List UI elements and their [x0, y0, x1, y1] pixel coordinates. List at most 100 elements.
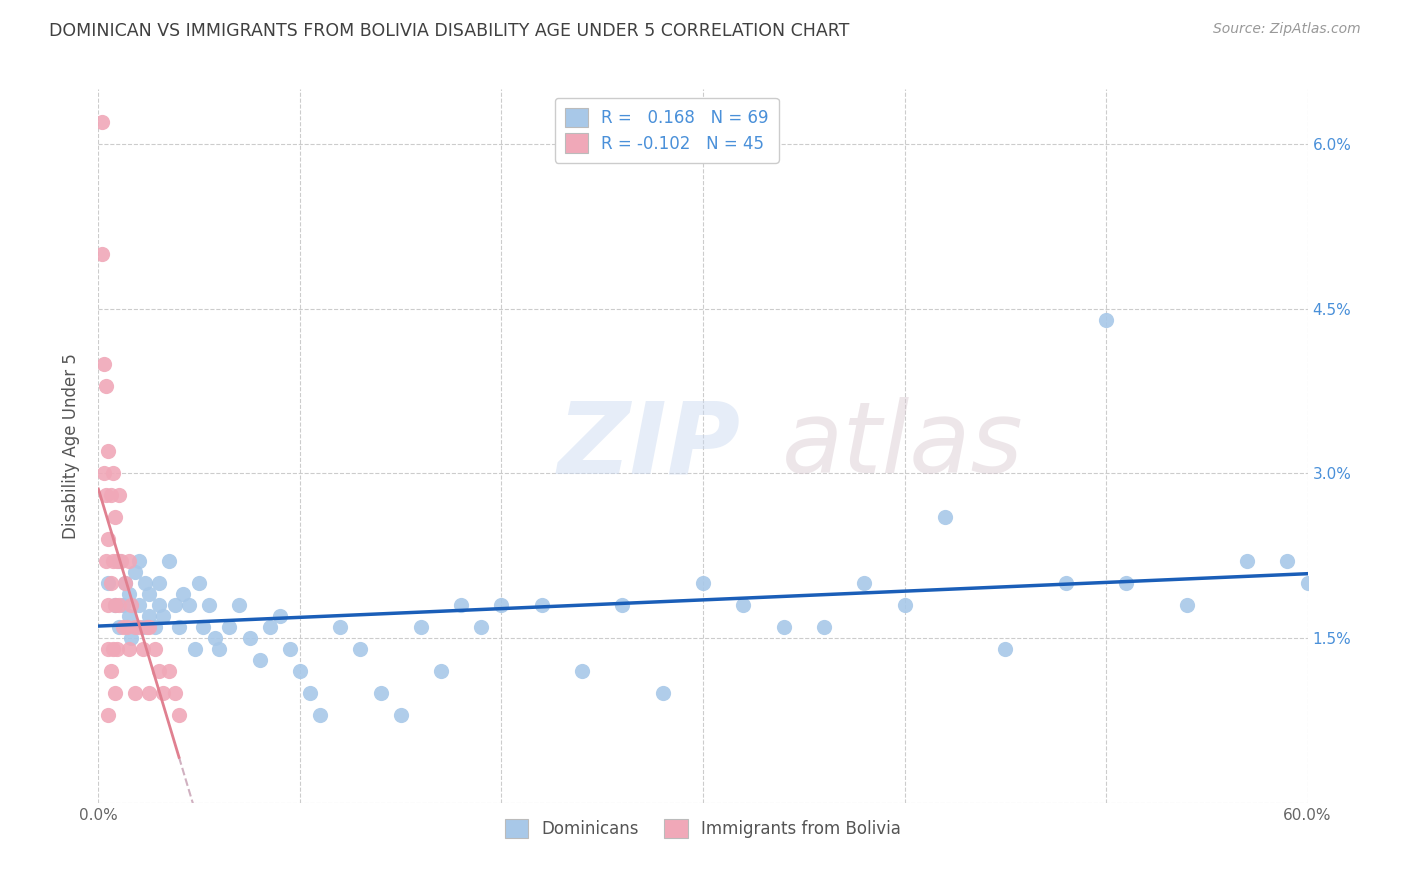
Point	[97, 642, 120, 657]
Point	[132, 642, 155, 657]
Point	[349, 642, 371, 657]
Point	[114, 576, 136, 591]
Point	[97, 598, 120, 612]
Point	[204, 631, 226, 645]
Point	[148, 576, 170, 591]
Point	[124, 566, 146, 580]
Point	[101, 554, 124, 568]
Point	[97, 708, 120, 723]
Point	[157, 664, 180, 678]
Point	[188, 576, 211, 591]
Y-axis label: Disability Age Under 5: Disability Age Under 5	[62, 353, 80, 539]
Point	[329, 620, 352, 634]
Point	[118, 587, 141, 601]
Point	[118, 554, 141, 568]
Point	[124, 620, 146, 634]
Point	[470, 620, 492, 634]
Point	[1095, 312, 1118, 326]
Point	[107, 620, 129, 634]
Point	[269, 609, 291, 624]
Point	[138, 686, 160, 700]
Point	[239, 631, 262, 645]
Point	[118, 609, 141, 624]
Point	[193, 620, 215, 634]
Text: Source: ZipAtlas.com: Source: ZipAtlas.com	[1213, 22, 1361, 37]
Point	[163, 598, 186, 612]
Point	[893, 598, 915, 612]
Point	[184, 642, 207, 657]
Point	[97, 576, 120, 591]
Point	[110, 554, 132, 568]
Point	[530, 598, 553, 612]
Point	[103, 510, 125, 524]
Point	[198, 598, 221, 612]
Point	[389, 708, 412, 723]
Point	[97, 444, 120, 458]
Point	[138, 620, 160, 634]
Point	[111, 620, 134, 634]
Point	[409, 620, 432, 634]
Point	[228, 598, 250, 612]
Point	[299, 686, 322, 700]
Point	[491, 598, 513, 612]
Point	[1296, 576, 1319, 591]
Point	[115, 620, 138, 634]
Point	[167, 708, 190, 723]
Point	[105, 554, 128, 568]
Point	[259, 620, 281, 634]
Point	[143, 620, 166, 634]
Point	[101, 642, 124, 657]
Point	[124, 686, 146, 700]
Point	[100, 576, 122, 591]
Point	[152, 609, 174, 624]
Point	[1115, 576, 1137, 591]
Point	[96, 554, 118, 568]
Point	[91, 247, 114, 261]
Point	[93, 357, 115, 371]
Point	[370, 686, 392, 700]
Point	[450, 598, 472, 612]
Point	[813, 620, 835, 634]
Point	[309, 708, 332, 723]
Point	[733, 598, 755, 612]
Point	[157, 554, 180, 568]
Point	[430, 664, 453, 678]
Point	[571, 664, 593, 678]
Point	[135, 620, 157, 634]
Point	[96, 378, 118, 392]
Point	[148, 664, 170, 678]
Point	[100, 488, 122, 502]
Point	[692, 576, 714, 591]
Point	[120, 598, 142, 612]
Point	[1175, 598, 1198, 612]
Point	[128, 554, 150, 568]
Point	[1277, 554, 1299, 568]
Point	[143, 642, 166, 657]
Point	[100, 664, 122, 678]
Point	[172, 587, 194, 601]
Point	[152, 686, 174, 700]
Point	[288, 664, 311, 678]
Text: atlas: atlas	[782, 398, 1024, 494]
Point	[107, 598, 129, 612]
Point	[91, 115, 114, 129]
Point	[97, 533, 120, 547]
Point	[103, 686, 125, 700]
Point	[167, 620, 190, 634]
Point	[612, 598, 634, 612]
Point	[1054, 576, 1077, 591]
Point	[93, 467, 115, 481]
Point	[105, 642, 128, 657]
Text: DOMINICAN VS IMMIGRANTS FROM BOLIVIA DISABILITY AGE UNDER 5 CORRELATION CHART: DOMINICAN VS IMMIGRANTS FROM BOLIVIA DIS…	[49, 22, 849, 40]
Point	[103, 598, 125, 612]
Point	[138, 587, 160, 601]
Point	[218, 620, 240, 634]
Point	[163, 686, 186, 700]
Point	[120, 631, 142, 645]
Point	[101, 467, 124, 481]
Point	[128, 598, 150, 612]
Point	[651, 686, 673, 700]
Legend: Dominicans, Immigrants from Bolivia: Dominicans, Immigrants from Bolivia	[499, 812, 907, 845]
Point	[853, 576, 876, 591]
Point	[179, 598, 201, 612]
